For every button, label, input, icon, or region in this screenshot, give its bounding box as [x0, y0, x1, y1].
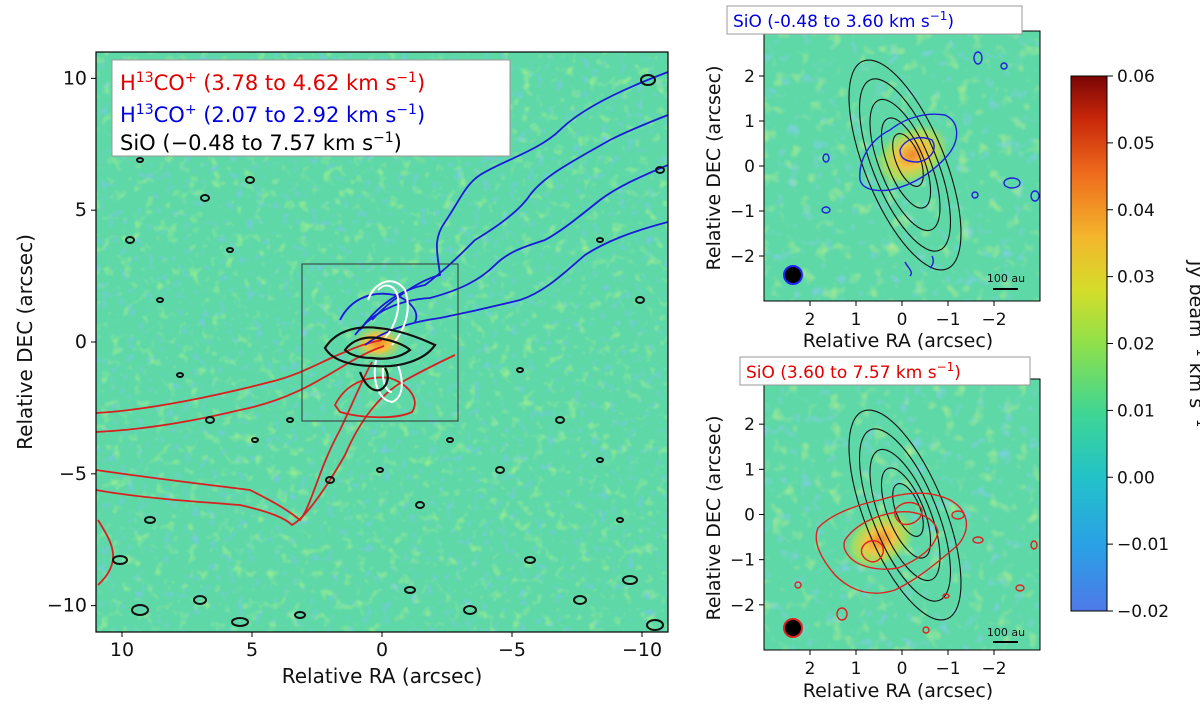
colorbar-tick-label: −0.02 — [1117, 602, 1169, 622]
main-y-tick-label: 5 — [75, 199, 87, 221]
bottom-right-red-contours — [794, 492, 1038, 634]
bottom-right-scale-label: 100 au — [987, 626, 1025, 639]
colorbar-ticks: 0.06 0.05 0.04 0.03 0.02 0.01 0.00 −0.01 −0.02 — [1107, 67, 1169, 622]
legend-entry-2: H13CO+ (2.07 to 2.92 km s−1) — [120, 102, 425, 127]
bottom-right-beam — [783, 618, 803, 638]
main-x-tick-label: 5 — [246, 639, 258, 661]
bottom-right-x-tick-label: 1 — [851, 659, 862, 679]
top-right-scale-label: 100 au — [987, 272, 1025, 285]
legend-entry-1: H13CO+ (3.78 to 4.62 km s−1) — [120, 70, 425, 95]
main-axes: 10 5 0 −5 −10 10 5 0 −5 −10 — [47, 67, 662, 661]
top-right-beam — [783, 265, 803, 285]
bottom-right-y-axis-label: Relative DEC (arcsec) — [703, 416, 725, 621]
top-right-x-axis-label: Relative RA (arcsec) — [803, 330, 993, 352]
colorbar-tick-label: 0.04 — [1117, 201, 1155, 221]
legend-entry-3: SiO (−0.48 to 7.57 km s−1) — [120, 130, 402, 155]
main-legend: H13CO+ (3.78 to 4.62 km s−1) H13CO+ (2.0… — [111, 59, 511, 157]
top-right-panel: 100 au SiO (-0.48 to 3.60 km s−1) 2 1 0 −1 −… — [703, 5, 1041, 352]
bottom-right-x-axis-label: Relative RA (arcsec) — [803, 680, 993, 702]
top-right-x-tick-label: 0 — [897, 310, 908, 330]
bottom-right-y-tick-label: −2 — [730, 596, 755, 616]
colorbar-label: Jy beam−1 km s−1 — [1185, 260, 1200, 428]
main-panel: H13CO+ (3.78 to 4.62 km s−1) H13CO+ (2.0… — [13, 51, 669, 688]
top-right-y-tick-label: 0 — [744, 157, 755, 177]
top-right-blue-contours — [821, 51, 1040, 277]
bottom-right-axes: 2 1 0 −1 −2 2 1 0 −1 −2 — [730, 415, 1007, 679]
inset-region-box — [301, 263, 459, 422]
top-right-y-axis-label: Relative DEC (arcsec) — [703, 66, 725, 271]
main-y-tick-label: −5 — [59, 463, 87, 485]
colorbar-tick-label: −0.01 — [1117, 535, 1169, 555]
main-y-tick-label: −10 — [47, 595, 87, 617]
black-core-contours — [323, 326, 437, 392]
main-y-axis-label: Relative DEC (arcsec) — [13, 234, 37, 450]
top-right-y-tick-label: −2 — [730, 247, 755, 267]
main-x-tick-label: −5 — [498, 639, 526, 661]
top-right-sio-contours — [848, 59, 962, 271]
bottom-right-title-box — [739, 356, 1031, 386]
top-right-axes: 2 1 0 −1 −2 2 1 0 −1 −2 — [730, 67, 1007, 330]
main-x-tick-label: 10 — [110, 639, 134, 661]
top-right-x-tick-label: −1 — [935, 310, 960, 330]
top-right-y-tick-label: 2 — [744, 67, 755, 87]
bottom-right-x-tick-label: −2 — [981, 659, 1006, 679]
colorbar-tick-label: 0.03 — [1117, 268, 1155, 288]
colorbar-gradient — [1070, 75, 1108, 612]
bottom-right-y-tick-label: 1 — [744, 460, 755, 480]
main-y-tick-label: 0 — [75, 331, 87, 353]
top-right-x-tick-label: 1 — [851, 310, 862, 330]
bottom-right-x-tick-label: 2 — [805, 659, 816, 679]
colorbar-tick-label: 0.06 — [1117, 67, 1155, 87]
bottom-right-title: SiO (3.60 to 7.57 km s−1) — [746, 360, 961, 383]
blue-outflow-contours — [339, 71, 668, 346]
main-x-axis-label: Relative RA (arcsec) — [282, 664, 483, 688]
top-right-x-tick-label: −2 — [981, 310, 1006, 330]
bottom-right-sio-contours — [848, 409, 962, 621]
main-y-tick-label: 10 — [63, 67, 87, 89]
bottom-right-x-tick-label: 0 — [897, 659, 908, 679]
top-right-title: SiO (-0.48 to 3.60 km s−1) — [733, 9, 954, 32]
bottom-right-y-tick-label: 2 — [744, 415, 755, 435]
colorbar-tick-label: 0.05 — [1117, 134, 1155, 154]
top-right-map-image: 100 au — [764, 31, 1040, 301]
top-right-x-tick-label: 2 — [805, 310, 816, 330]
top-right-y-tick-label: 1 — [744, 112, 755, 132]
legend-box — [111, 59, 511, 157]
colorbar-tick-label: 0.00 — [1117, 468, 1155, 488]
bottom-right-panel: 100 au SiO (3.60 to 7.57 km s−1) 2 1 0 −1 −2… — [703, 356, 1041, 702]
bottom-right-x-tick-label: −1 — [935, 659, 960, 679]
main-x-tick-label: 0 — [376, 639, 388, 661]
colorbar: 0.06 0.05 0.04 0.03 0.02 0.01 0.00 −0.01 −0.02 J… — [1070, 67, 1200, 622]
bottom-right-y-tick-label: −1 — [730, 551, 755, 571]
colorbar-tick-label: 0.02 — [1117, 335, 1155, 355]
top-right-y-tick-label: −1 — [730, 202, 755, 222]
main-x-tick-label: −10 — [622, 639, 662, 661]
top-right-title-box — [726, 5, 1023, 35]
colorbar-tick-label: 0.01 — [1117, 401, 1155, 421]
bottom-right-map-image: 100 au — [764, 379, 1040, 650]
bottom-right-y-tick-label: 0 — [744, 506, 755, 526]
